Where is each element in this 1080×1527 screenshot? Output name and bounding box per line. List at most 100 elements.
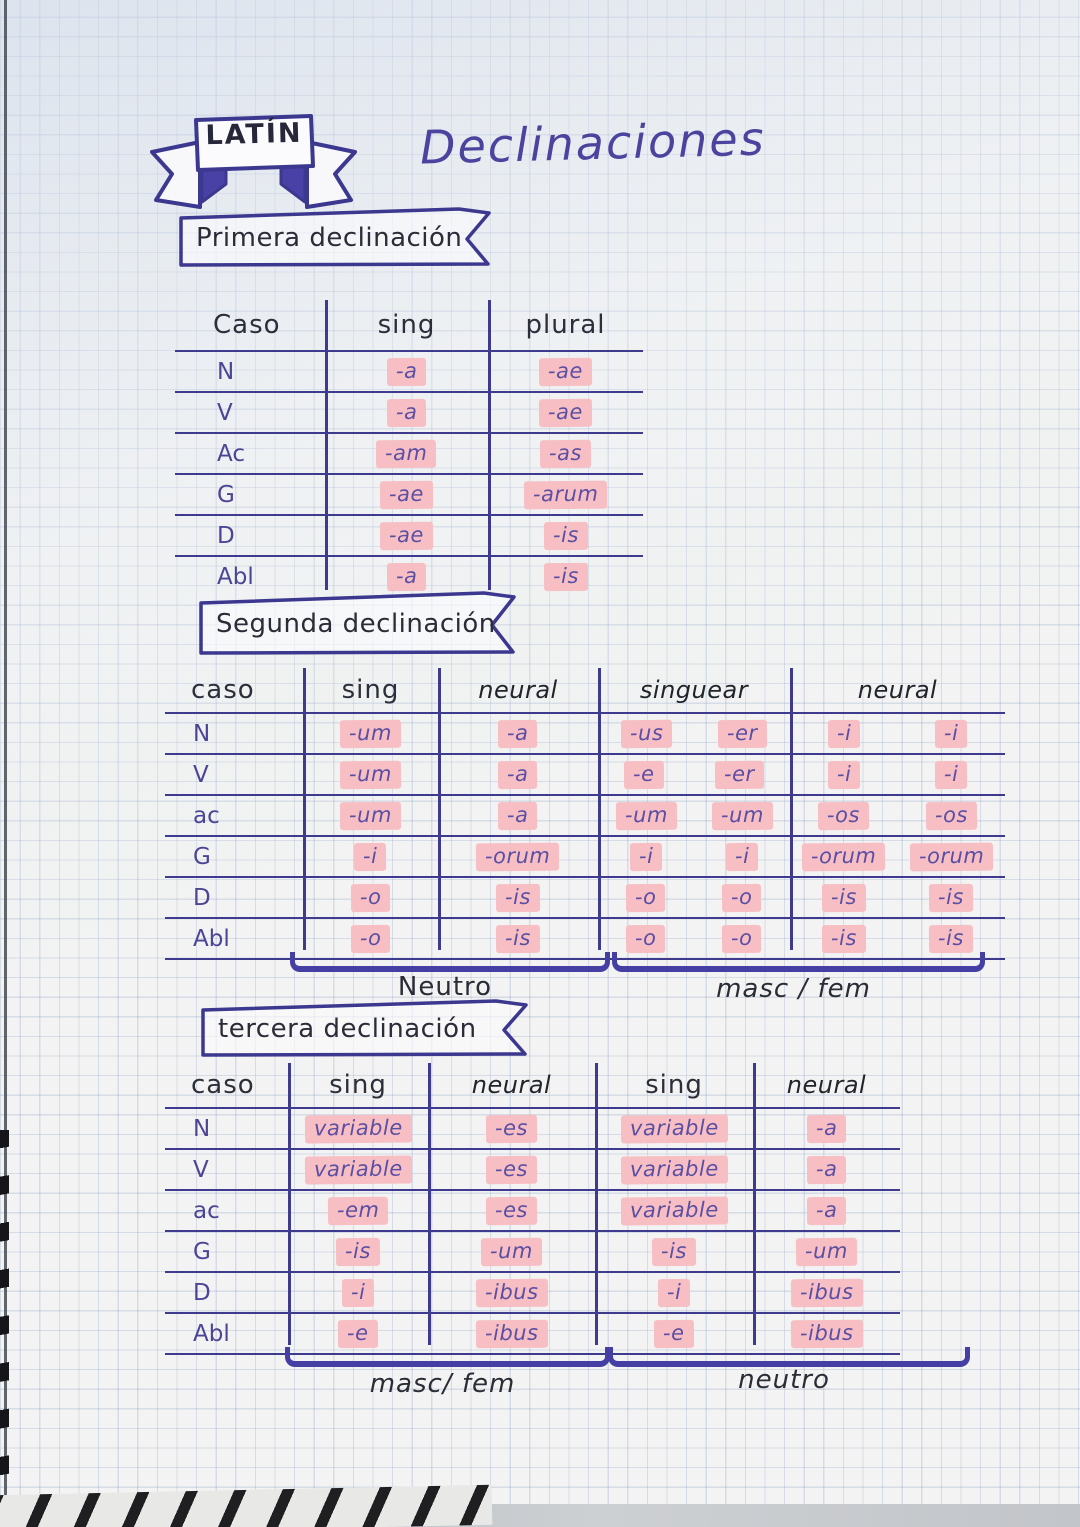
- ending-value: -arum: [523, 480, 608, 509]
- case-label: V: [217, 399, 233, 426]
- ending-value: -a: [498, 760, 538, 789]
- ending-value: -is: [651, 1237, 697, 1266]
- ending-value: -ibus: [790, 1319, 863, 1348]
- flag-banner-shape: [201, 999, 528, 1057]
- ending-value: -is: [495, 924, 541, 953]
- column-header-sing: sing: [329, 1070, 387, 1100]
- subject-badge: LATÍN: [205, 117, 303, 152]
- case-label: D: [193, 884, 211, 911]
- ending-value: -us: [620, 719, 673, 748]
- page-left-edge: [4, 0, 7, 1527]
- column-header-plural: plural: [525, 310, 606, 340]
- ending-value: -ae: [538, 357, 593, 386]
- ending-value: -a: [386, 357, 427, 386]
- ending-value: -um: [795, 1237, 858, 1266]
- table-row-vocative: V -um -a -e -er -i -i: [165, 755, 1005, 796]
- table-row-ablative: Abl -e -ibus -e -ibus: [165, 1314, 900, 1355]
- ending-value: -es: [485, 1114, 538, 1143]
- case-label: ac: [193, 1197, 220, 1224]
- ending-value: -o: [350, 924, 391, 953]
- case-label: Abl: [193, 1320, 230, 1347]
- ending-value: variable: [620, 1196, 728, 1225]
- table-row-dative: D -o -is -o -o -is -is: [165, 878, 1005, 919]
- ending-value: -i: [934, 760, 968, 789]
- ending-value: -e: [338, 1319, 378, 1348]
- ending-value: -er: [715, 760, 765, 789]
- column-divider: [303, 668, 306, 950]
- ending-value: -em: [327, 1196, 389, 1225]
- column-header-caso: caso: [191, 675, 255, 705]
- ending-value: -orum: [476, 842, 560, 871]
- first-declension-table: Caso sing plural N -a -ae V -a -ae Ac -a…: [175, 300, 643, 596]
- ending-value: -ibus: [475, 1278, 548, 1307]
- ending-value: -um: [711, 801, 773, 830]
- case-label: N: [193, 1115, 211, 1142]
- page-torn-edge-marks: [0, 1130, 9, 1520]
- ending-value: -is: [929, 883, 974, 912]
- third-declension-table: caso sing neural sing neural N variable …: [165, 1063, 970, 1399]
- ending-value: -i: [341, 1278, 375, 1307]
- column-header-caso: Caso: [213, 310, 281, 340]
- ending-value: -a: [806, 1196, 847, 1225]
- masc-fem-group-brace: [612, 952, 985, 972]
- column-divider: [428, 1063, 431, 1345]
- latin-ribbon-banner: [146, 110, 361, 235]
- group-label-masc-fem: masc/ fem: [369, 1369, 516, 1399]
- ending-value: -er: [718, 719, 768, 748]
- ending-value: -ibus: [475, 1319, 548, 1348]
- ending-value: -o: [722, 883, 762, 912]
- ending-value: -o: [626, 883, 666, 912]
- case-label: G: [193, 843, 211, 870]
- ending-value: variable: [304, 1155, 412, 1184]
- ending-value: -a: [806, 1114, 847, 1143]
- column-header-sing: sing: [645, 1070, 703, 1100]
- ending-value: -a: [806, 1155, 847, 1184]
- table-row-dative: D -i -ibus -i -ibus: [165, 1273, 900, 1314]
- ending-value: -o: [626, 924, 666, 953]
- column-divider: [288, 1063, 291, 1345]
- case-label: D: [217, 522, 235, 549]
- case-label: V: [193, 761, 209, 788]
- ending-value: -es: [485, 1196, 538, 1225]
- ending-value: -as: [539, 439, 592, 468]
- ending-value: -e: [623, 760, 664, 789]
- case-label: N: [217, 358, 235, 385]
- banner-tercera-declinacion: tercera declinación: [200, 998, 530, 1060]
- flag-banner-shape: [179, 207, 491, 267]
- table-row-accusative: Ac -am -as: [175, 434, 643, 475]
- table-row-accusative: ac -em -es variable -a: [165, 1191, 900, 1232]
- group-label-neutro: neutro: [738, 1365, 830, 1395]
- column-header-neutral: neural: [478, 676, 558, 704]
- ending-value: -ae: [538, 398, 593, 427]
- case-label: V: [193, 1156, 209, 1183]
- ending-value: -os: [925, 801, 977, 830]
- ending-value: -ae: [379, 480, 434, 509]
- ending-value: -is: [543, 521, 588, 550]
- ending-value: -a: [386, 398, 427, 427]
- ending-value: -ae: [379, 521, 434, 550]
- column-header-singular: singuear: [639, 676, 749, 704]
- ending-value: -ibus: [790, 1278, 863, 1307]
- ending-value: -i: [629, 842, 663, 871]
- ending-value: -is: [335, 1237, 381, 1266]
- table-row-nominative: N variable -es variable -a: [165, 1109, 900, 1150]
- ending-value: -is: [543, 562, 588, 591]
- column-header-neutral: neural: [471, 1071, 552, 1099]
- ending-value: -is: [495, 883, 541, 912]
- ending-value: -a: [498, 719, 538, 748]
- case-label: G: [217, 481, 235, 508]
- masc-fem-group-brace: [285, 1347, 610, 1367]
- table-row-nominative: N -a -ae: [175, 352, 643, 393]
- case-label: Abl: [193, 925, 230, 952]
- column-divider: [790, 668, 793, 950]
- case-label: N: [193, 720, 211, 747]
- ending-value: -i: [827, 760, 861, 789]
- ending-value: -a: [386, 562, 427, 591]
- ending-value: variable: [620, 1114, 728, 1143]
- section-title: Primera declinación: [196, 223, 463, 253]
- column-header-neutral: neural: [857, 676, 938, 704]
- ending-value: -am: [376, 439, 437, 468]
- table-row-ablative: Abl -o -is -o -o -is -is: [165, 919, 1005, 960]
- ending-value: -es: [485, 1155, 538, 1184]
